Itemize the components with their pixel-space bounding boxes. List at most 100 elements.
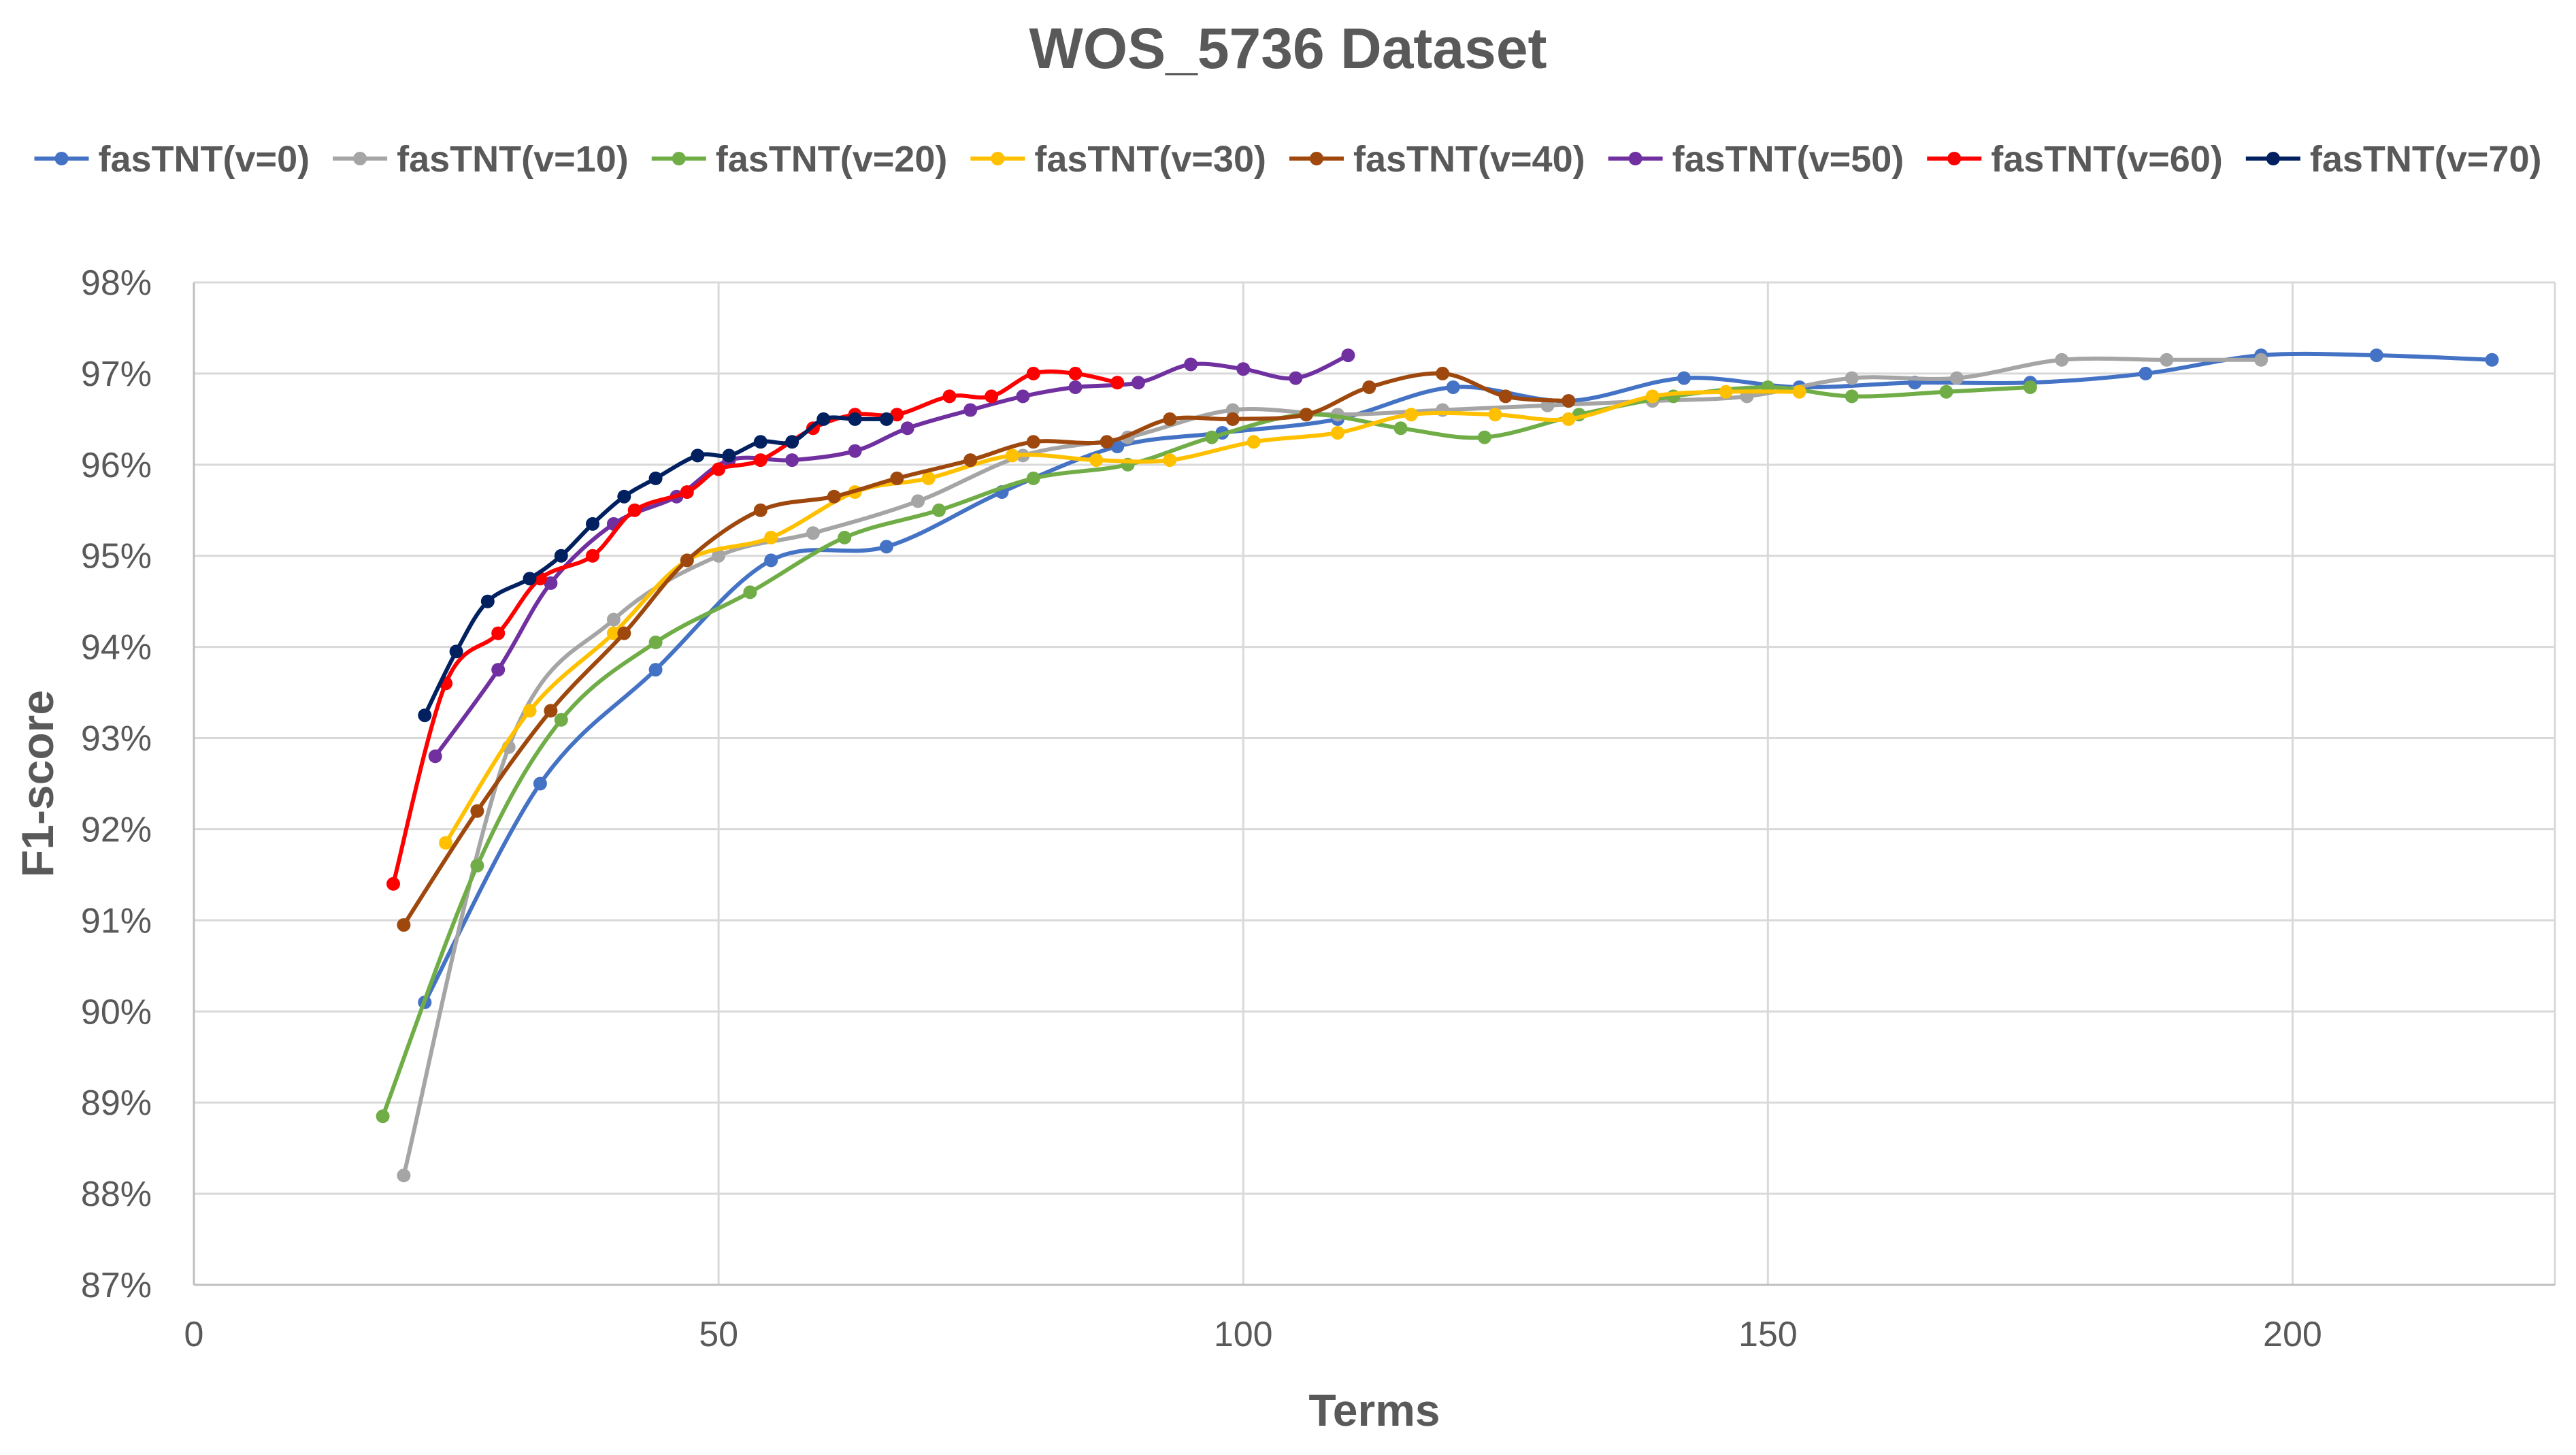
chart-title: WOS_5736 Dataset	[1029, 16, 1547, 80]
data-point	[586, 517, 599, 531]
data-point	[1362, 380, 1376, 394]
data-point	[712, 549, 726, 563]
data-point	[785, 453, 799, 468]
data-point	[554, 713, 568, 727]
data-point	[890, 471, 904, 485]
data-point	[606, 612, 621, 627]
legend-label: fasTNT(v=70)	[2310, 139, 2542, 180]
data-point	[1100, 435, 1114, 449]
y-tick-label: 95%	[81, 537, 152, 576]
legend-swatch-marker	[54, 152, 69, 165]
data-point	[1677, 371, 1691, 385]
data-point	[2160, 353, 2174, 367]
data-point	[544, 704, 558, 718]
data-point	[439, 836, 453, 850]
data-point	[544, 576, 558, 590]
data-point	[1645, 389, 1659, 404]
legend-swatch-marker	[1947, 152, 1962, 165]
y-tick-label: 89%	[81, 1083, 152, 1123]
legend: fasTNT(v=0) fasTNT(v=10) fasTNT(v=20) fasTN…	[34, 139, 2542, 180]
data-point	[1068, 380, 1083, 394]
series-line	[401, 356, 2264, 1178]
legend-item: fasTNT(v=0)	[34, 139, 310, 180]
data-point	[879, 412, 893, 426]
y-tick-label: 94%	[81, 628, 152, 668]
data-point	[879, 540, 893, 554]
data-point	[890, 408, 904, 422]
legend-item: fasTNT(v=40)	[1289, 139, 1585, 180]
data-point	[1163, 412, 1177, 426]
data-point	[1089, 453, 1104, 468]
y-tick-label: 96%	[81, 446, 152, 485]
y-axis-title: F1-score	[12, 690, 63, 877]
x-tick-label: 200	[2263, 1315, 2322, 1354]
legend-label: fasTNT(v=20)	[716, 139, 948, 180]
data-point	[1016, 389, 1030, 404]
data-point	[743, 585, 757, 600]
data-point	[806, 526, 820, 540]
data-point	[985, 389, 999, 404]
legend-item: fasTNT(v=70)	[2245, 139, 2542, 180]
legend-swatch-marker	[991, 152, 1005, 165]
data-point	[1792, 385, 1806, 399]
data-point	[617, 489, 631, 504]
legend-label: fasTNT(v=0)	[99, 139, 310, 180]
data-point	[1289, 371, 1303, 385]
series-fasTNT(v=50)	[428, 348, 1355, 764]
data-point	[1393, 421, 1408, 436]
legend-item: fasTNT(v=50)	[1608, 139, 1904, 180]
data-point	[1949, 371, 1964, 385]
data-point	[1562, 394, 1576, 408]
series-fasTNT(v=10)	[397, 353, 2268, 1183]
data-point	[2139, 366, 2153, 380]
data-point	[1184, 357, 1198, 372]
data-point	[648, 663, 663, 677]
legend-label: fasTNT(v=60)	[1991, 139, 2223, 180]
data-point	[1436, 366, 1450, 380]
data-point	[753, 435, 767, 449]
data-point	[491, 626, 506, 640]
data-point	[1246, 435, 1261, 449]
data-point	[397, 1168, 411, 1183]
data-point	[838, 530, 852, 544]
data-point	[1163, 453, 1177, 468]
data-point	[1477, 430, 1491, 444]
series-line	[444, 389, 1802, 845]
data-point	[1562, 412, 1576, 426]
data-point	[376, 1109, 390, 1124]
data-point	[1110, 440, 1125, 453]
data-point	[1026, 471, 1040, 485]
data-point	[1341, 348, 1355, 363]
data-point	[1498, 389, 1513, 404]
data-point	[617, 626, 631, 640]
y-tick-label: 92%	[81, 810, 152, 849]
data-point	[764, 530, 778, 544]
data-point	[1488, 408, 1502, 422]
legend-label: fasTNT(v=10)	[397, 139, 629, 180]
data-point	[1845, 371, 1859, 385]
series-line	[401, 371, 1571, 928]
legend-label: fasTNT(v=40)	[1353, 139, 1585, 180]
data-point	[921, 471, 936, 485]
data-point	[2254, 353, 2268, 367]
data-point	[648, 635, 663, 649]
data-point	[1110, 376, 1125, 390]
series-line	[380, 385, 2032, 1119]
legend-item: fasTNT(v=30)	[970, 139, 1266, 180]
legend-item: fasTNT(v=20)	[651, 139, 948, 180]
data-point	[1132, 376, 1145, 390]
y-tick-label: 87%	[81, 1266, 152, 1305]
x-tick-label: 50	[699, 1315, 738, 1354]
legend-label: fasTNT(v=30)	[1034, 139, 1266, 180]
data-point	[1026, 366, 1040, 380]
data-point	[722, 448, 736, 463]
y-tick-label: 93%	[81, 719, 152, 759]
legend-swatch-marker	[672, 152, 686, 165]
data-point	[932, 503, 946, 517]
data-point	[1939, 385, 1953, 399]
data-point	[2055, 353, 2069, 367]
gridlines	[194, 281, 2556, 1285]
series-fasTNT(v=30)	[439, 385, 1806, 850]
data-point	[942, 389, 957, 404]
